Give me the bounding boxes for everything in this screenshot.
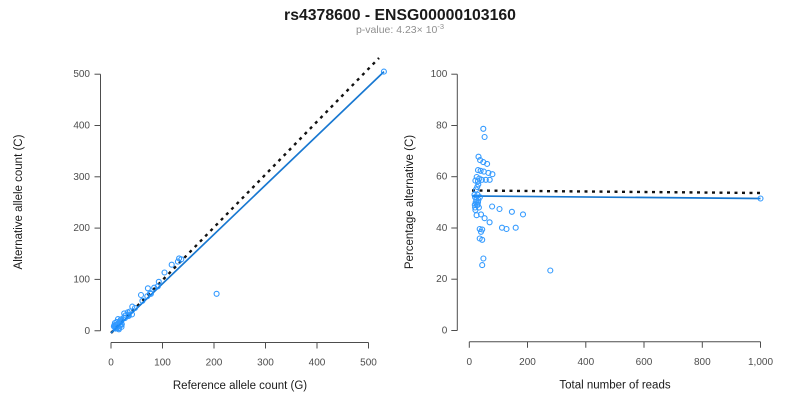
svg-text:Percentage alternative (C): Percentage alternative (C) (404, 135, 416, 269)
svg-text:Alternative allele count (C): Alternative allele count (C) (13, 134, 25, 269)
svg-text:800: 800 (694, 357, 711, 368)
svg-text:0: 0 (84, 326, 90, 337)
svg-text:400: 400 (73, 121, 90, 132)
svg-text:60: 60 (436, 172, 448, 183)
svg-text:200: 200 (73, 223, 90, 234)
svg-text:80: 80 (436, 121, 448, 132)
svg-text:20: 20 (436, 274, 448, 285)
svg-text:1,000: 1,000 (748, 357, 773, 368)
svg-text:0: 0 (467, 357, 473, 368)
svg-text:300: 300 (73, 172, 90, 183)
svg-text:400: 400 (309, 358, 326, 369)
svg-text:200: 200 (206, 358, 223, 369)
svg-text:300: 300 (257, 358, 274, 369)
svg-text:100: 100 (154, 358, 171, 369)
svg-text:0: 0 (442, 326, 448, 337)
svg-text:Total number of reads: Total number of reads (559, 380, 670, 392)
svg-text:100: 100 (73, 274, 90, 285)
svg-text:40: 40 (436, 223, 448, 234)
svg-text:100: 100 (431, 69, 448, 80)
svg-text:rs4378600 - ENSG00000103160: rs4378600 - ENSG00000103160 (284, 7, 516, 24)
svg-text:200: 200 (519, 357, 536, 368)
svg-text:600: 600 (636, 357, 653, 368)
svg-text:Reference allele count (G): Reference allele count (G) (173, 380, 307, 392)
svg-text:400: 400 (577, 357, 594, 368)
svg-text:500: 500 (73, 69, 90, 80)
svg-text:p-value: 4.23× 10-3: p-value: 4.23× 10-3 (356, 22, 444, 37)
svg-text:0: 0 (108, 358, 114, 369)
svg-text:500: 500 (360, 358, 377, 369)
